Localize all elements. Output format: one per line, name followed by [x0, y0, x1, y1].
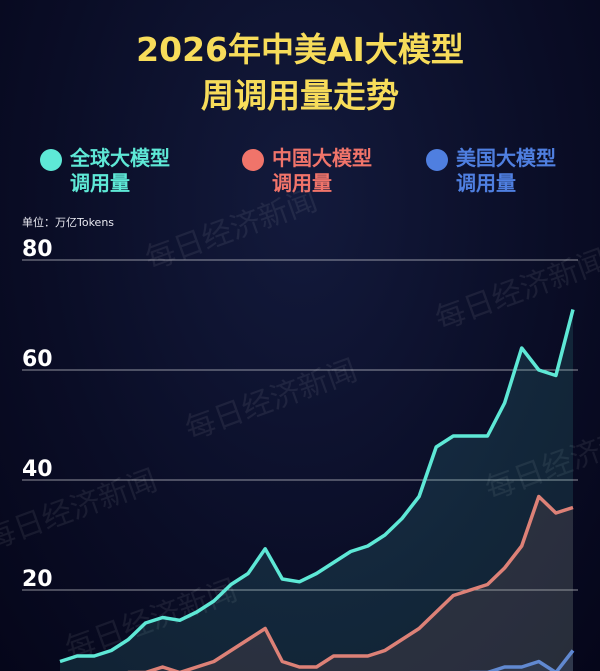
- legend-label: 中国大模型调用量: [272, 146, 372, 195]
- y-tick-label: 80: [22, 237, 53, 262]
- legend-swatch: [426, 149, 448, 171]
- watermark: 每日经济新闻: [181, 353, 362, 447]
- watermark: 每日经济新闻: [431, 243, 600, 337]
- chart-title: 2026年中美AI大模型: [136, 30, 464, 69]
- y-tick-label: 40: [22, 457, 53, 482]
- legend-item: 美国大模型调用量: [426, 146, 574, 196]
- legend-item: 全球大模型调用量: [40, 146, 188, 196]
- watermark: 每日经济新闻: [141, 183, 322, 277]
- unit-label: 单位：万亿Tokens: [22, 216, 115, 229]
- line: [59, 309, 575, 664]
- legend-swatch: [40, 149, 62, 171]
- chart-title: 周调用量走势: [201, 76, 399, 115]
- y-tick-label: 60: [22, 347, 53, 372]
- legend-swatch: [242, 149, 264, 171]
- legend-label: 全球大模型调用量: [70, 146, 170, 195]
- legend-item: 中国大模型调用量: [242, 146, 390, 196]
- area: [150, 496, 573, 671]
- area: [60, 309, 573, 671]
- line: [127, 494, 574, 671]
- legend-label: 美国大模型调用量: [456, 146, 556, 195]
- y-tick-label: 20: [22, 567, 53, 592]
